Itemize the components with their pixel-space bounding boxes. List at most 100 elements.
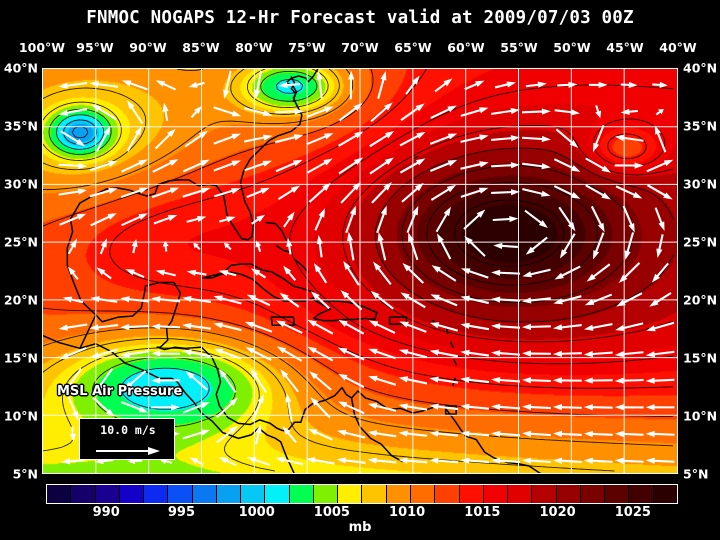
wind-barb (620, 108, 638, 115)
wind-barb (188, 81, 205, 88)
coastline-segment-8 (464, 435, 542, 473)
wind-barb (429, 133, 458, 145)
wind-barb (313, 263, 328, 284)
wind-barb (585, 184, 611, 200)
latitude-tick-35n-left: 35°N (3, 118, 38, 134)
colorbar-cell-3 (119, 485, 145, 503)
wind-barb (251, 393, 264, 422)
forecast-map[interactable]: MSL Air Pressure 10.0 m/s (42, 68, 678, 474)
wind-barb (553, 185, 581, 199)
wind-barb (554, 265, 581, 280)
wind-barb (246, 294, 271, 307)
wind-barb (96, 125, 111, 152)
colorbar-cell-4 (144, 485, 169, 503)
wind-barb (367, 430, 397, 438)
coastline-segment-7 (444, 405, 457, 415)
wind-barb (583, 323, 613, 331)
wind-barb (491, 135, 520, 142)
wind-barb (464, 80, 485, 91)
wind-barb (645, 430, 675, 438)
wind-barb (521, 457, 551, 464)
latitude-tick-15n-right: 15°N (683, 350, 718, 366)
wind-barb (399, 131, 426, 147)
wind-barb (460, 134, 489, 143)
wind-barb (213, 295, 242, 305)
wind-barb (131, 239, 138, 254)
wind-barb (224, 242, 232, 251)
wind-barb (370, 102, 393, 123)
wind-barb (279, 292, 300, 308)
wind-barb (255, 240, 262, 253)
isobar-1026 (454, 199, 565, 267)
wind-barb (646, 159, 674, 173)
wind-barb (398, 457, 428, 464)
isobar-1022 (401, 165, 633, 303)
wind-barb (151, 377, 181, 384)
wind-barb (67, 266, 79, 280)
colorbar-cell-16 (435, 485, 460, 503)
wind-barb (651, 262, 670, 283)
wind-barb (244, 160, 272, 172)
wind-barb (616, 292, 643, 307)
wind-barb (521, 403, 551, 411)
wind-barb (121, 159, 148, 173)
coastline-segment-21 (453, 359, 457, 366)
colorbar-cell-12 (338, 485, 363, 503)
wind-barb (307, 346, 334, 362)
wind-barb (491, 457, 520, 464)
wind-barb (193, 242, 201, 251)
latitude-axis-right: 40°N 35°N 30°N 25°N 20°N 15°N 10°N 5°N (678, 61, 720, 482)
longitude-tick-60w: 60°W (447, 40, 485, 55)
wind-barb (463, 209, 486, 230)
wind-barb (646, 184, 673, 200)
wind-barb (120, 401, 149, 413)
coastline-segment-20 (450, 341, 454, 348)
wind-barb (62, 296, 84, 304)
wind-barb (408, 232, 419, 261)
wind-barb (340, 181, 361, 204)
wind-vectors (58, 70, 675, 467)
colorbar-cell-9 (265, 485, 290, 503)
wind-barb (429, 349, 459, 358)
wind-barb (615, 322, 644, 332)
wind-barb (460, 107, 489, 117)
colorbar-tick-1015: 1015 (464, 505, 501, 520)
wind-barb (521, 377, 551, 384)
wind-barb (370, 290, 394, 310)
isobar-1004 (48, 70, 318, 428)
longitude-tick-95w: 95°W (76, 40, 114, 55)
wind-barb (491, 403, 520, 411)
wind-barb (430, 105, 457, 120)
right-arrow-icon (96, 447, 160, 455)
colorbar-cell-21 (556, 485, 581, 503)
coastline-segment-23 (414, 156, 418, 159)
wind-barb (553, 295, 582, 305)
wind-barb (583, 350, 613, 358)
wind-barb (583, 377, 613, 384)
colorbar-cell-17 (459, 485, 484, 503)
wind-barb (250, 368, 267, 394)
wind-barb (405, 75, 420, 95)
wind-barb (555, 128, 579, 149)
wind-barb (652, 81, 668, 89)
wind-barb (522, 297, 551, 304)
wind-barb (554, 109, 581, 116)
pressure-contours (43, 69, 674, 472)
wind-barb (429, 376, 459, 384)
wind-barb (219, 368, 237, 393)
colorbar-tick-labels: 990 995 1000 1005 1010 1015 1020 1025 (46, 505, 678, 523)
wind-barb (460, 268, 489, 279)
wind-barb (552, 430, 582, 437)
wind-barb (338, 103, 363, 122)
wind-barb (274, 108, 304, 115)
wind-barb (367, 457, 397, 464)
wind-barb (583, 404, 613, 411)
wind-barb (162, 240, 169, 252)
isobar-1016 (289, 84, 674, 365)
wind-barb (460, 187, 489, 198)
wind-barb (521, 350, 551, 357)
wind-barb (525, 236, 548, 255)
wind-barb (371, 181, 392, 204)
wind-barb (460, 457, 490, 464)
coastline-segment-4 (124, 362, 282, 443)
